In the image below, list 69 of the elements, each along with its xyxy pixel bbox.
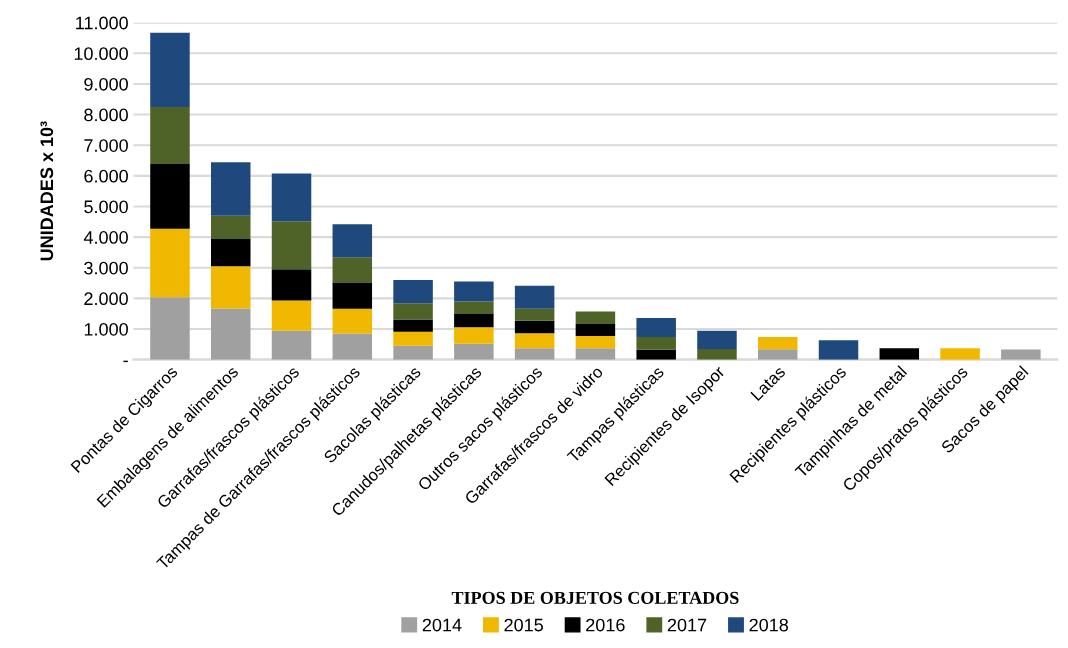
bar: [271, 330, 312, 360]
y-tick-label: 7.000: [84, 139, 128, 152]
bar: [210, 162, 251, 216]
bar: [757, 336, 798, 350]
legend-label: 2016: [586, 618, 625, 632]
y-tick-label: -: [123, 360, 128, 363]
bar: [393, 319, 433, 332]
bar: [332, 333, 373, 360]
bar: [150, 32, 190, 107]
bar: [514, 285, 555, 309]
y-tick-label: 5.000: [84, 200, 128, 214]
bar: [514, 348, 555, 360]
y-tick-label: 3.000: [84, 261, 128, 275]
bar: [636, 336, 676, 350]
y-tick-label: 1.000: [84, 322, 128, 336]
bar: [514, 320, 555, 334]
bar: [332, 283, 373, 309]
bar: [210, 238, 251, 267]
bar: [454, 281, 494, 302]
y-tick-label: 4.000: [83, 231, 128, 244]
y-tick-label: 9.000: [84, 77, 128, 91]
bar: [454, 343, 494, 360]
bar: [514, 333, 555, 349]
bar: [575, 348, 616, 360]
bar: [454, 314, 494, 328]
y-tick-label: 10.000: [74, 47, 128, 61]
bar: [150, 228, 190, 298]
bar: [393, 331, 433, 346]
bar: [454, 327, 494, 344]
bar: [393, 345, 433, 360]
bar: [271, 221, 312, 270]
bar: [636, 317, 676, 337]
bar: [818, 340, 859, 360]
y-tick-label: 8.000: [84, 108, 128, 122]
bar: [575, 311, 616, 325]
y-tick-label: 6.000: [84, 169, 128, 183]
bar: [940, 348, 980, 360]
bar: [697, 348, 737, 360]
bar: [575, 336, 616, 349]
bar: [271, 173, 312, 222]
legend-label: 2015: [504, 618, 543, 632]
bar: [210, 215, 251, 239]
y-axis-title: UNIDADES x 10³: [40, 121, 54, 261]
bar: [210, 266, 251, 309]
bar: [150, 297, 190, 360]
y-tick-label: 2.000: [84, 292, 128, 306]
legend-label: 2014: [422, 618, 462, 632]
bar: [393, 303, 433, 320]
bar: [1001, 349, 1041, 360]
legend-label: 2018: [749, 618, 789, 632]
bar: [575, 324, 616, 337]
bar: [332, 257, 373, 284]
bar: [150, 106, 190, 164]
bar: [150, 163, 190, 229]
bar: [697, 330, 737, 349]
bar: [332, 224, 373, 258]
bar: [757, 349, 798, 360]
bar: [271, 300, 312, 331]
y-tick-label: 11.000: [76, 16, 128, 30]
bar: [879, 348, 920, 360]
bar: [332, 308, 373, 334]
legend-label: 2017: [667, 618, 707, 632]
bar: [636, 349, 676, 360]
x-axis-title: TIPOS DE OBJETOS COLETADOS: [451, 591, 739, 604]
bar: [454, 301, 494, 314]
bar: [393, 279, 433, 304]
bar: [514, 308, 555, 321]
bar: [271, 269, 312, 301]
bar: [210, 308, 251, 360]
